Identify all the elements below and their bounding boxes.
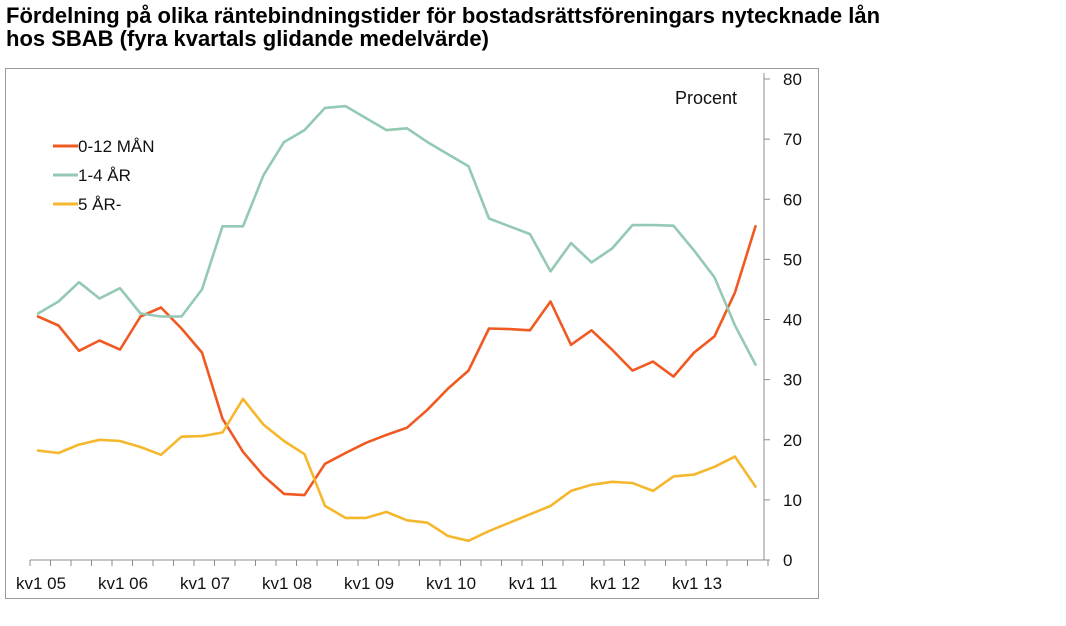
x-tick-label: kv1 11: [509, 574, 558, 593]
chart-title-line-2: hos SBAB (fyra kvartals glidande medelvä…: [6, 26, 489, 51]
x-tick-label: kv1 07: [180, 574, 230, 593]
plot-frame: [5, 68, 819, 599]
series-lines: [36, 104, 757, 543]
legend-label: 1-4 ÅR: [78, 166, 131, 185]
chart-title-line-1: Fördelning på olika räntebindningstider …: [6, 3, 881, 28]
x-tick-label: kv1 10: [426, 574, 476, 593]
x-axis: kv1 05 kv1 06 kv1 07 kv1 08 kv1 09 kv1 10 kv1 …: [16, 559, 769, 593]
y-tick-label: 10: [783, 491, 802, 510]
series-line-3: [36, 397, 757, 543]
legend-label: 5 ÅR-: [78, 195, 121, 214]
x-tick-label: kv1 06: [98, 574, 148, 593]
legend-label: 0-12 MÅN: [78, 137, 155, 156]
y-axis-unit-label: Procent: [675, 88, 737, 108]
x-tick-label: kv1 13: [672, 574, 722, 593]
x-tick-label: kv1 05: [16, 574, 66, 593]
x-tick-label: kv1 08: [262, 574, 312, 593]
series-line-2: [36, 104, 757, 366]
y-tick-label: 40: [783, 311, 802, 330]
y-tick-label: 60: [783, 190, 802, 209]
x-tick-label: kv1 12: [590, 574, 640, 593]
y-tick-label: 20: [783, 431, 802, 450]
y-axis: 0 10 20 30 40 50 60 70 80: [763, 70, 802, 570]
chart-title: Fördelning på olika räntebindningstider …: [6, 4, 1064, 50]
x-tick-label: kv1 09: [344, 574, 394, 593]
legend: 0-12 MÅN 1-4 ÅR 5 ÅR-: [53, 137, 155, 214]
y-tick-label: 70: [783, 130, 802, 149]
y-tick-label: 80: [783, 70, 802, 89]
y-tick-label: 30: [783, 371, 802, 390]
y-tick-label: 0: [783, 551, 792, 570]
y-tick-label: 50: [783, 250, 802, 269]
series-line-1: [36, 225, 757, 497]
